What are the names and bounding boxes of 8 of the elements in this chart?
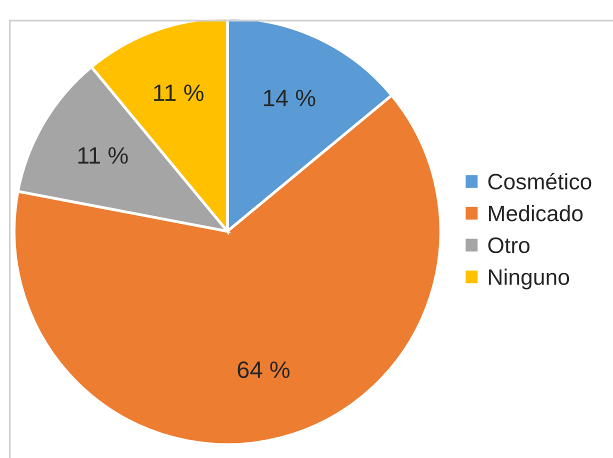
- data-label: 14 %: [264, 90, 316, 106]
- legend-label: Cosmético: [488, 172, 592, 190]
- legend-label: Otro: [488, 237, 530, 254]
- data-label: 11 %: [154, 84, 204, 102]
- legend-label: Medicado: [489, 205, 583, 222]
- legend-label: Ninguno: [489, 268, 570, 290]
- data-label: 64 %: [238, 361, 290, 378]
- data-label: 11 %: [78, 147, 128, 164]
